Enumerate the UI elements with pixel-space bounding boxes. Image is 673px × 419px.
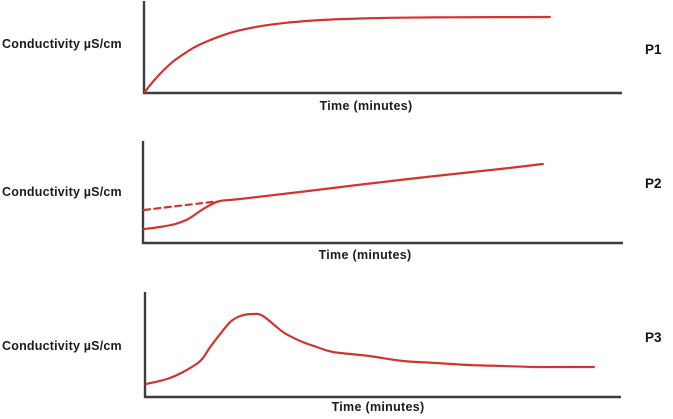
series-conductivity-p1 bbox=[143, 15, 551, 93]
series-extrapolation-p2 bbox=[142, 200, 218, 212]
series-conductivity-p2 bbox=[142, 162, 544, 231]
y-axis-label-p2: Conductivity µS/cm bbox=[2, 185, 122, 199]
plot-area-p3 bbox=[143, 292, 621, 399]
plot-area-p2 bbox=[141, 141, 623, 245]
y-axis-label-p1: Conductivity µS/cm bbox=[2, 37, 122, 51]
x-axis-label-p2: Time (minutes) bbox=[318, 248, 412, 262]
x-axis-label-p1: Time (minutes) bbox=[319, 99, 413, 113]
panel-label-p1: P1 bbox=[645, 42, 662, 57]
series-conductivity-p3 bbox=[144, 312, 595, 386]
plot-area-p1 bbox=[142, 1, 622, 95]
panel-label-p3: P3 bbox=[645, 330, 662, 345]
x-axis-label-p3: Time (minutes) bbox=[331, 400, 425, 414]
y-axis-label-p3: Conductivity µS/cm bbox=[2, 339, 122, 353]
panel-label-p2: P2 bbox=[645, 176, 662, 191]
